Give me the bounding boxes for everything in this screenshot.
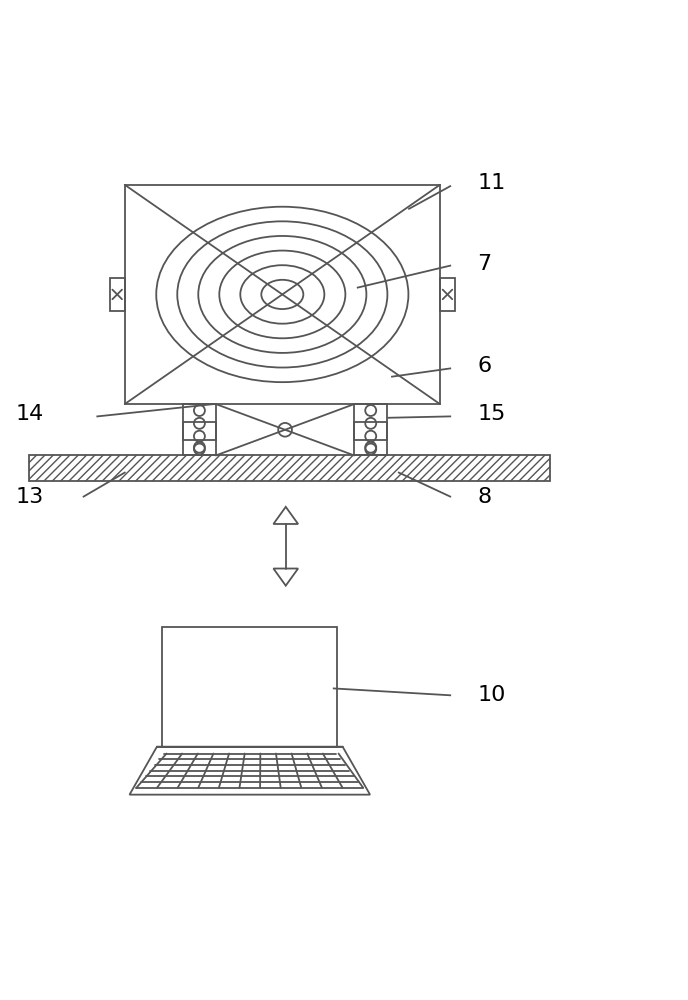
- Text: 11: 11: [477, 173, 506, 193]
- Bar: [440, 278, 455, 311]
- Bar: [29, 455, 550, 481]
- Bar: [125, 185, 440, 404]
- Text: 15: 15: [477, 404, 506, 424]
- Bar: [183, 404, 216, 455]
- Bar: [354, 404, 387, 455]
- Bar: [354, 422, 387, 440]
- Text: 13: 13: [15, 487, 43, 507]
- Text: 6: 6: [477, 356, 492, 376]
- Bar: [109, 278, 125, 311]
- Text: 8: 8: [477, 487, 492, 507]
- Text: 14: 14: [15, 404, 43, 424]
- Bar: [162, 627, 337, 747]
- Text: 10: 10: [477, 685, 506, 705]
- Bar: [183, 422, 216, 440]
- Text: 7: 7: [477, 254, 492, 274]
